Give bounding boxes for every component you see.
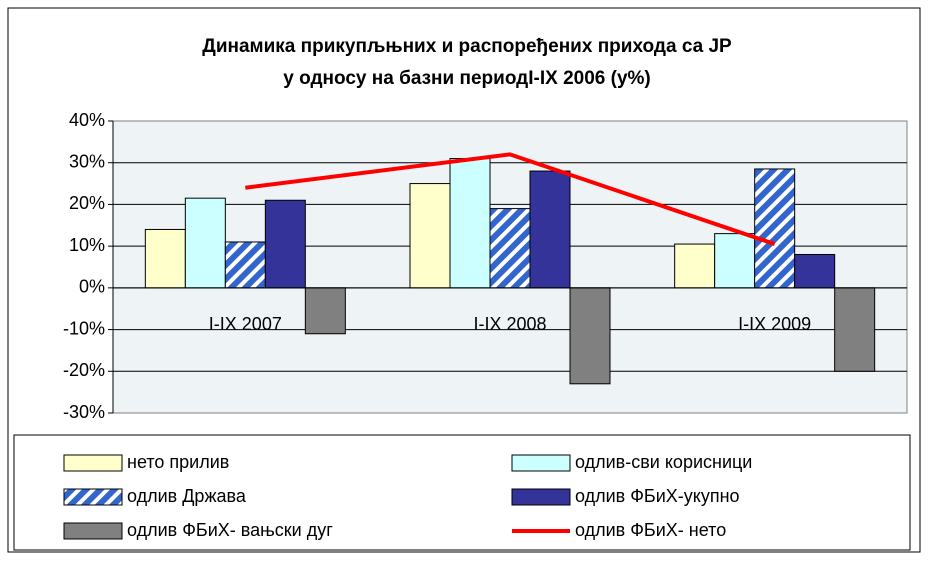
chart-title: у односу на базни периодI-IX 2006 (у%) (283, 68, 651, 89)
legend-swatch (511, 488, 571, 506)
legend-label: одлив ФБиХ- вањски дуг (127, 520, 333, 540)
y-tick-label: -30% (63, 402, 105, 422)
legend-label: одлив ФБиХ- нето (575, 520, 726, 540)
bar (714, 233, 756, 289)
y-tick-label: 0% (79, 277, 105, 297)
legend-label: нето прилив (127, 452, 229, 472)
x-tick-label: I-IX 2008 (473, 314, 546, 334)
bar (569, 287, 611, 385)
bar (794, 253, 836, 289)
bar (529, 170, 571, 289)
bar (449, 158, 491, 289)
legend (13, 434, 911, 551)
bar (489, 208, 531, 289)
bar (264, 199, 306, 289)
legend-label: одлив-сви корисници (575, 452, 752, 472)
bar (409, 183, 451, 289)
bar (224, 241, 266, 289)
bar (754, 168, 796, 289)
legend-swatch (63, 522, 123, 540)
bar (304, 287, 346, 335)
y-tick-label: 40% (69, 110, 105, 130)
line-series (245, 152, 776, 246)
legend-swatch (511, 454, 571, 472)
bar (144, 228, 186, 289)
bar (674, 243, 716, 289)
bar (184, 197, 226, 289)
y-tick-label: 20% (69, 193, 105, 213)
y-tick-label: -20% (63, 360, 105, 380)
y-tick-label: 30% (69, 151, 105, 171)
chart-title: Динамика прикупљњних и распоређених прих… (202, 36, 732, 57)
bar (834, 287, 876, 372)
legend-label: одлив Држава (127, 486, 247, 506)
y-tick-label: -10% (63, 318, 105, 338)
x-tick-label: I-IX 2009 (738, 314, 811, 334)
y-tick-label: 10% (69, 235, 105, 255)
x-tick-label: I-IX 2007 (209, 314, 282, 334)
legend-label: одлив ФБиХ-укупно (575, 486, 740, 506)
legend-swatch (63, 488, 123, 506)
legend-swatch (63, 454, 123, 472)
